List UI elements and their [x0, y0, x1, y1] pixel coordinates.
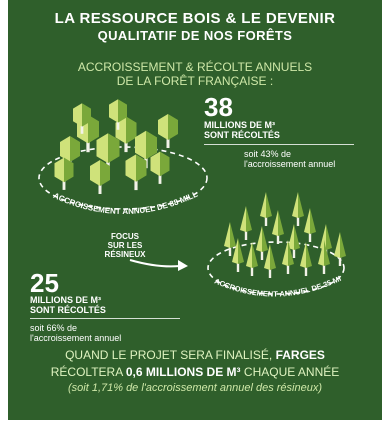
stat2-value: 25 — [30, 268, 59, 298]
footer-volume: 0,6 MILLIONS DE M³ — [125, 365, 241, 379]
stat1-caption-2: SONT RÉCOLTÉS — [204, 130, 280, 140]
stat1-note-2: l'accroissement annuel — [244, 159, 336, 169]
stat2-caption-1: MILLIONS DE M³ — [30, 295, 101, 305]
ring2-label: ACCROISSEMENT ANNUEL DE 35 MILLIONS DE M… — [8, 0, 342, 299]
broadleaf-tree — [150, 151, 170, 184]
footer-line-2-a: RÉCOLTERA — [50, 365, 123, 379]
conifer-tree — [282, 240, 294, 274]
conifer-tree — [256, 226, 268, 260]
stat1-value: 38 — [204, 92, 233, 122]
broadleaf-ring — [38, 146, 208, 210]
title-line-2: QUALITATIF DE NOS FORÊTS — [97, 28, 293, 43]
stat1-note-1: soit 43% de — [244, 149, 292, 159]
conifer-tree — [334, 232, 346, 266]
focus-arrowhead — [178, 260, 188, 271]
broadleaf-trees — [54, 99, 178, 194]
conifer-tree — [318, 240, 330, 274]
conifer-ring — [207, 241, 345, 295]
stat1-divider — [204, 144, 354, 145]
footer-line-1-a: QUAND LE PROJET SERA FINALISÉ, — [65, 348, 273, 362]
footer-line-2: RÉCOLTERA 0,6 MILLIONS DE M³ CHAQUE ANNÉ… — [8, 365, 382, 379]
ring2-label-text: ACCROISSEMENT ANNUEL DE 35 MILLIONS DE M… — [8, 0, 342, 299]
footer-line-2-c: CHAQUE ANNÉE — [243, 365, 340, 379]
stat1-caption-1: MILLIONS DE M³ — [204, 120, 275, 130]
conifer-tree — [232, 238, 244, 272]
conifer-tree — [260, 192, 272, 226]
broadleaf-tree — [73, 103, 91, 134]
conifer-trees — [224, 192, 346, 278]
broadleaf-tree — [109, 99, 127, 130]
conifer-tree — [246, 242, 258, 276]
stat2-note-2: l'accroissement annuel — [30, 333, 122, 343]
footer-line-1: QUAND LE PROJET SERA FINALISÉ, FARGES — [8, 348, 382, 362]
focus-label: FOCUS SUR LES RÉSINEUX — [100, 232, 150, 259]
broadleaf-tree — [90, 160, 110, 194]
stat2-caption-2: SONT RÉCOLTÉS — [30, 305, 106, 315]
conifer-tree — [292, 192, 304, 226]
broadleaf-tree — [158, 114, 178, 148]
focus-line-3: RÉSINEUX — [104, 250, 146, 259]
focus-arrow — [129, 259, 181, 268]
conifer-tree — [240, 206, 252, 240]
conifer-tree — [264, 244, 276, 278]
broadleaf-tree — [125, 154, 147, 191]
broadleaf-tree — [54, 157, 74, 190]
footer-line-3: (soit 1,71% de l'accroissement annuel de… — [67, 382, 322, 394]
footer-farges: FARGES — [275, 348, 325, 362]
focus-line-1: FOCUS — [111, 232, 139, 241]
conifer-tree — [272, 210, 284, 244]
infographic: LA RESSOURCE BOIS & LE DEVENIR QUALITATI… — [8, 0, 382, 420]
stat2-divider — [30, 318, 180, 319]
focus-line-2: SUR LES — [107, 241, 143, 250]
conifer-tree — [304, 208, 316, 242]
title-line-1: LA RESSOURCE BOIS & LE DEVENIR — [54, 10, 336, 27]
subtitle-line-2: DE LA FORÊT FRANÇAISE : — [116, 74, 274, 88]
conifer-tree — [300, 242, 312, 276]
conifer-tree — [224, 222, 236, 256]
forest-illustration: ACCROISSEMENT ANNUEL DE 88 MILLIONS DE M… — [8, 0, 346, 299]
conifer-tree — [288, 224, 300, 258]
subtitle-line-1: ACCROISSEMENT & RÉCOLTE ANNUELS — [77, 60, 313, 74]
stat2-note-1: soit 66% de — [30, 323, 78, 333]
